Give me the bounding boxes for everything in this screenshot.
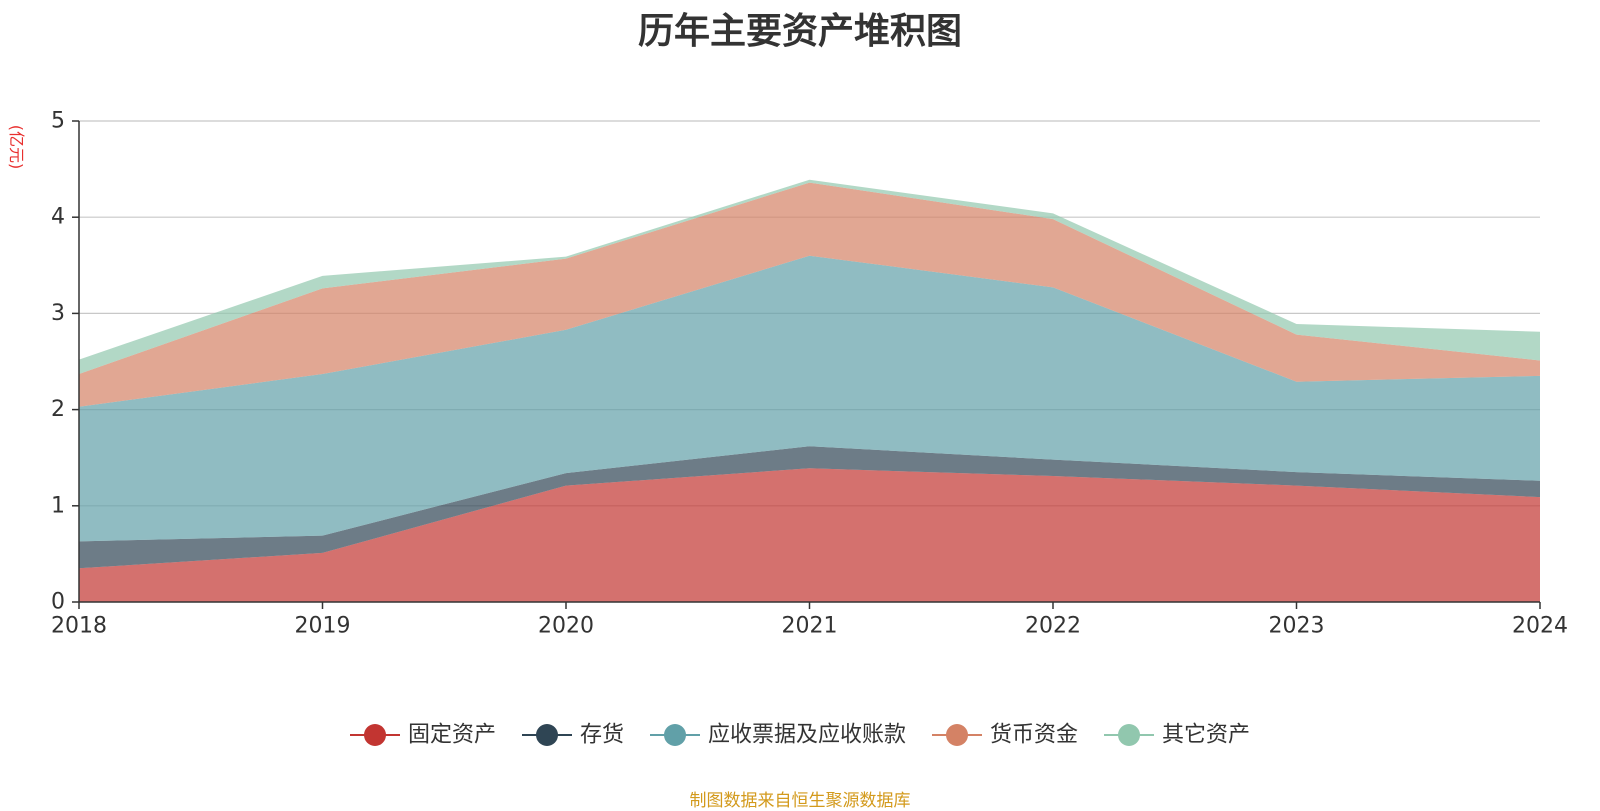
legend-marker bbox=[946, 724, 968, 746]
x-tick-label: 2019 bbox=[295, 614, 351, 639]
legend-label: 存货 bbox=[580, 723, 624, 748]
x-tick-label: 2018 bbox=[51, 614, 107, 639]
x-tick-label: 2022 bbox=[1025, 614, 1081, 639]
y-tick-label: 2 bbox=[51, 397, 65, 422]
legend-item-3: 货币资金 bbox=[932, 723, 1078, 748]
legend: 固定资产 存货 应收票据及应收账款 货币资金 其它资产 bbox=[350, 723, 1250, 748]
axes: 0 1 2 3 4 5 2018 2019 2020 2021 2022 2023 2024 bbox=[51, 109, 1568, 639]
area-series-2 bbox=[79, 255, 1540, 542]
area-series-1 bbox=[79, 446, 1540, 569]
legend-item-2: 应收票据及应收账款 bbox=[650, 723, 906, 748]
x-tick-label: 2024 bbox=[1512, 614, 1568, 639]
legend-marker bbox=[536, 724, 558, 746]
legend-marker bbox=[364, 724, 386, 746]
y-tick-label: 5 bbox=[51, 109, 65, 134]
area-series bbox=[79, 179, 1540, 602]
legend-item-1: 存货 bbox=[522, 723, 624, 748]
area-series-3 bbox=[79, 182, 1540, 407]
x-tick-label: 2021 bbox=[782, 614, 838, 639]
legend-marker bbox=[1118, 724, 1140, 746]
legend-marker bbox=[664, 724, 686, 746]
legend-label: 其它资产 bbox=[1162, 723, 1250, 748]
chart-title: 历年主要资产堆积图 bbox=[637, 11, 962, 52]
area-series-4 bbox=[79, 179, 1540, 374]
legend-item-0: 固定资产 bbox=[350, 723, 496, 748]
legend-label: 货币资金 bbox=[990, 723, 1078, 748]
x-tick-label: 2023 bbox=[1269, 614, 1325, 639]
y-tick-label: 0 bbox=[51, 590, 65, 615]
legend-label: 应收票据及应收账款 bbox=[708, 723, 906, 748]
legend-item-4: 其它资产 bbox=[1104, 723, 1250, 748]
y-tick-label: 4 bbox=[51, 205, 65, 230]
y-tick-label: 3 bbox=[51, 301, 65, 326]
x-tick-label: 2020 bbox=[538, 614, 594, 639]
area-series-0 bbox=[79, 468, 1540, 602]
y-tick-label: 1 bbox=[51, 493, 65, 518]
legend-label: 固定资产 bbox=[408, 723, 496, 748]
source-note: 制图数据来自恒生聚源数据库 bbox=[689, 791, 911, 811]
